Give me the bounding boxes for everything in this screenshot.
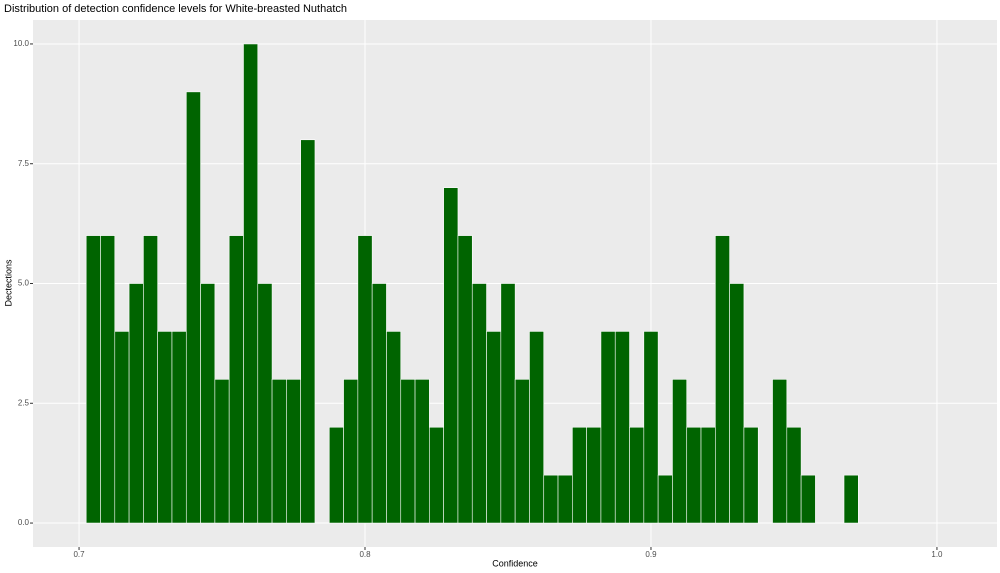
chart-title: Distribution of detection confidence lev… [4,3,347,15]
bar [572,426,587,524]
bar [457,235,473,524]
bar [300,139,316,524]
bar [128,283,144,524]
bar [629,426,645,524]
y-tick-label: 2.5 [18,398,30,407]
bar [700,426,716,524]
x-tick-label: 0.7 [73,550,85,559]
bar [500,283,516,524]
bar [800,474,816,524]
bar [486,331,502,524]
x-tick-label: 0.8 [359,550,371,559]
bar [214,379,230,524]
bar [185,91,201,524]
bar [657,474,673,524]
bar [743,426,759,524]
bar [471,283,487,524]
bar [729,283,745,524]
x-tick-label: 0.9 [645,550,657,559]
bar [386,331,402,524]
bar [514,379,530,524]
bar [243,43,259,524]
y-tick-label: 5.0 [18,279,30,288]
bar [414,379,430,524]
bar [271,379,287,524]
bar [443,187,459,524]
y-tick-label: 10.0 [13,39,29,48]
bar [586,426,602,524]
bar [643,331,659,524]
bar [357,235,373,524]
y-tick-label: 0.0 [18,518,30,527]
bar [429,426,444,524]
bar [100,235,116,524]
bar [557,474,573,524]
bar [85,235,101,524]
bar [614,331,630,524]
bar [600,331,616,524]
bar [257,283,273,524]
bar [843,474,859,524]
bar [157,331,173,524]
bar [786,426,802,524]
bar [228,235,244,524]
bar [286,379,301,524]
x-axis-label: Confidence [492,558,538,568]
bar [543,474,559,524]
x-tick-label: 1.0 [931,550,943,559]
bar [529,331,545,524]
bar [772,379,788,524]
y-tick-label: 7.5 [18,159,30,168]
bar [143,235,158,524]
bar [371,283,387,524]
bar [200,283,216,524]
bar [686,426,702,524]
bar [715,235,730,524]
bar [171,331,187,524]
bar [343,379,359,524]
bar [400,379,416,524]
bar [114,331,130,524]
y-axis-label: Dectections [3,259,13,307]
bar [328,426,344,524]
bar [672,379,688,524]
